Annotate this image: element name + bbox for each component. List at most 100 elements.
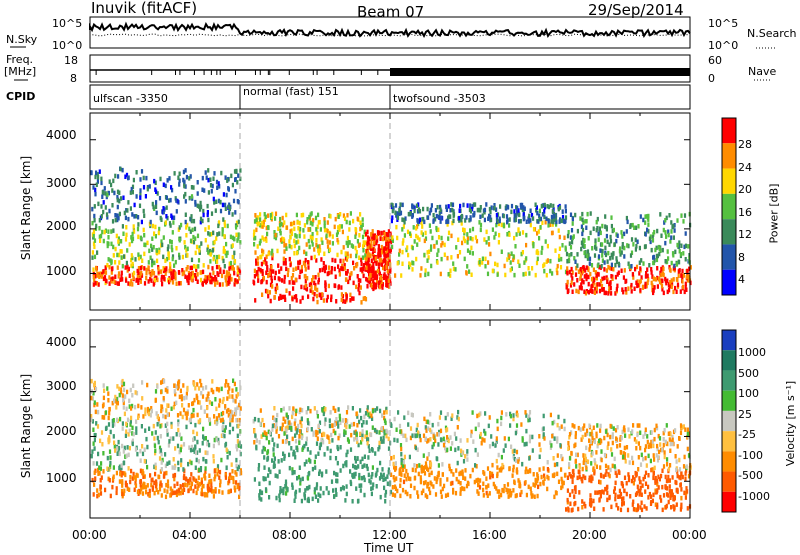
velocity-cell bbox=[656, 444, 658, 449]
power-cell bbox=[645, 232, 647, 237]
velocity-cell bbox=[657, 475, 659, 480]
power-cell bbox=[402, 203, 404, 208]
freq-tick bbox=[175, 70, 176, 75]
power-cell bbox=[460, 218, 462, 223]
power-cell bbox=[380, 275, 382, 280]
velocity-cell bbox=[654, 428, 656, 433]
power-cell bbox=[586, 265, 588, 270]
power-cell bbox=[506, 232, 508, 237]
power-cell bbox=[558, 207, 560, 212]
velocity-cell bbox=[229, 430, 231, 435]
power-cell bbox=[311, 222, 313, 227]
velocity-cell bbox=[118, 387, 120, 392]
velocity-cell bbox=[439, 482, 441, 487]
velocity-cell bbox=[141, 396, 143, 401]
power-cell bbox=[193, 264, 195, 269]
velocity-cell bbox=[357, 456, 359, 461]
velocity-cell bbox=[427, 420, 429, 425]
power-cell bbox=[304, 263, 306, 268]
power-cell bbox=[93, 275, 95, 280]
velocity-cell bbox=[683, 491, 685, 496]
velocity-cell bbox=[335, 456, 337, 461]
velocity-cell bbox=[125, 429, 127, 434]
velocity-cell bbox=[352, 406, 354, 411]
velocity-cell bbox=[403, 415, 405, 420]
velocity-cell bbox=[263, 423, 265, 428]
velocity-cell bbox=[627, 453, 629, 458]
power-cell bbox=[122, 224, 124, 229]
velocity-cell bbox=[232, 427, 234, 432]
power-cell bbox=[167, 252, 169, 257]
velocity-cell bbox=[404, 434, 406, 439]
power-cell bbox=[102, 190, 104, 195]
velocity-cell bbox=[182, 483, 184, 488]
velocity-cell bbox=[624, 446, 626, 451]
power-cell bbox=[361, 268, 363, 273]
velocity-cell bbox=[370, 480, 372, 485]
velocity-cell bbox=[665, 475, 667, 480]
power-cell bbox=[198, 258, 200, 263]
velocity-cell bbox=[340, 468, 342, 473]
power-cell bbox=[196, 245, 198, 250]
velocity-cell bbox=[290, 446, 292, 451]
power-cell bbox=[648, 263, 650, 268]
velocity-cell bbox=[113, 418, 115, 423]
power-cell bbox=[110, 242, 112, 247]
velocity-cell bbox=[663, 464, 665, 469]
power-cell bbox=[664, 218, 666, 223]
velocity-cell bbox=[556, 436, 558, 441]
power-cell bbox=[230, 174, 232, 179]
power-cell bbox=[288, 239, 290, 244]
velocity-cell bbox=[107, 456, 109, 461]
power-cell bbox=[175, 198, 177, 203]
velocity-cell bbox=[641, 453, 643, 458]
power-cell bbox=[410, 211, 412, 216]
velocity-cell bbox=[651, 467, 653, 472]
power-cell bbox=[99, 169, 101, 174]
velocity-cell bbox=[446, 427, 448, 432]
power-cell bbox=[612, 255, 614, 260]
velocity-cell bbox=[328, 435, 330, 440]
power-cell bbox=[562, 209, 564, 214]
velocity-cell bbox=[205, 459, 207, 464]
power-cell bbox=[606, 280, 608, 285]
velocity-cell bbox=[492, 474, 494, 479]
freq-tick bbox=[255, 70, 256, 75]
velocity-cell bbox=[543, 426, 545, 431]
velocity-cell bbox=[196, 458, 198, 463]
power-cell bbox=[143, 176, 145, 181]
velocity-cell bbox=[356, 437, 358, 442]
velocity-cell bbox=[226, 466, 228, 471]
velocity-cell bbox=[390, 424, 392, 429]
velocity-cell bbox=[577, 507, 579, 512]
velocity-cell bbox=[224, 404, 226, 409]
velocity-cell bbox=[622, 484, 624, 489]
velocity-cell bbox=[125, 434, 127, 439]
power-cell bbox=[610, 291, 612, 296]
velocity-cell bbox=[415, 446, 417, 451]
power-cell bbox=[674, 228, 676, 233]
power-cell bbox=[383, 248, 385, 253]
velocity-cell bbox=[432, 423, 434, 428]
velocity-cell bbox=[343, 429, 345, 434]
velocity-cell bbox=[407, 473, 409, 478]
velocity-cell bbox=[180, 458, 182, 463]
power-cell bbox=[545, 217, 547, 222]
power-cell bbox=[232, 265, 234, 270]
velocity-cell bbox=[482, 470, 484, 475]
velocity-cell bbox=[148, 493, 150, 498]
velocity-cell bbox=[498, 453, 500, 458]
power-cell bbox=[143, 185, 145, 190]
power-cell bbox=[517, 228, 519, 233]
velocity-cell bbox=[637, 467, 639, 472]
velocity-cell bbox=[207, 394, 209, 399]
power-cell bbox=[201, 219, 203, 224]
power-cell bbox=[658, 252, 660, 256]
velocity-cell bbox=[123, 405, 125, 410]
velocity-cell bbox=[190, 418, 192, 423]
velocity-cell bbox=[166, 422, 168, 427]
power-cell bbox=[126, 248, 128, 253]
velocity-cell bbox=[623, 489, 625, 494]
power-cell bbox=[536, 211, 538, 216]
velocity-cell bbox=[494, 443, 496, 448]
